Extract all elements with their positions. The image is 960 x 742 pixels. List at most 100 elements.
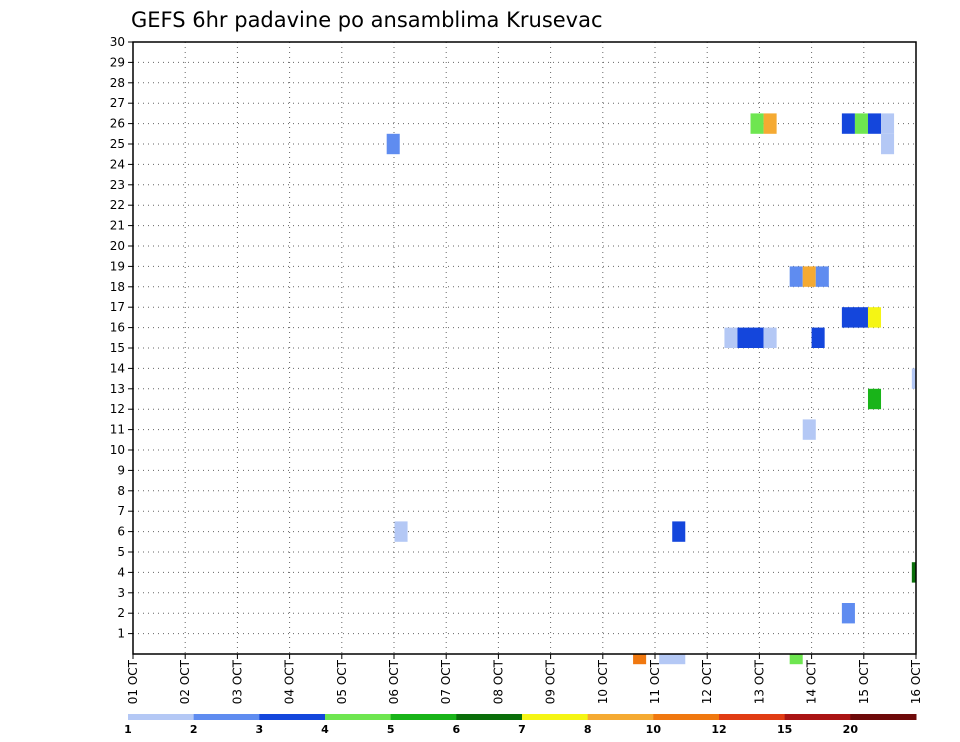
data-cell	[394, 521, 408, 542]
data-cell	[867, 113, 882, 134]
legend-swatch	[259, 714, 326, 720]
data-cell	[841, 113, 855, 134]
y-tick-label: 13	[110, 382, 125, 396]
y-tick-label: 21	[110, 219, 125, 233]
data-cell	[911, 562, 916, 583]
legend-swatch	[784, 714, 851, 720]
x-tick-label: 11 OCT	[648, 659, 662, 704]
legend-label: 1	[124, 723, 132, 736]
legend-swatch	[128, 714, 195, 720]
data-cell	[659, 654, 686, 665]
y-tick-label: 29	[110, 55, 125, 69]
x-tick-label: 09 OCT	[544, 659, 558, 704]
data-cell	[789, 266, 803, 287]
color-legend: 1 2 3 4 5 6 7 8 10 12 15 20	[124, 714, 917, 736]
y-tick-label: 9	[117, 463, 125, 477]
y-tick-label: 7	[117, 504, 125, 518]
legend-label: 2	[190, 723, 198, 736]
legend-label: 4	[321, 723, 329, 736]
legend-label: 8	[584, 723, 592, 736]
data-cell	[802, 266, 816, 287]
y-tick-label: 22	[110, 198, 125, 212]
y-tick-label: 10	[110, 443, 125, 457]
legend-swatch	[587, 714, 654, 720]
legend-swatch	[193, 714, 260, 720]
data-cell	[763, 327, 777, 348]
x-tick-label: 03 OCT	[230, 659, 244, 704]
y-tick-label: 16	[110, 321, 125, 335]
y-tick-label: 15	[110, 341, 125, 355]
legend-swatch	[653, 714, 720, 720]
legend-label: 5	[387, 723, 395, 736]
y-tick-label: 3	[117, 586, 125, 600]
y-tick-label: 14	[110, 361, 125, 375]
legend-label: 15	[777, 723, 792, 736]
data-cell	[802, 419, 816, 440]
grid-lines	[133, 41, 916, 654]
data-cell	[867, 388, 882, 410]
y-tick-label: 8	[117, 484, 125, 498]
legend-label: 3	[256, 723, 264, 736]
data-cell	[811, 327, 825, 348]
x-tick-label: 15 OCT	[857, 659, 871, 704]
y-tick-label: 23	[110, 178, 125, 192]
y-tick-label: 2	[117, 606, 125, 620]
x-tick-label: 08 OCT	[491, 659, 505, 704]
x-tick-label: 07 OCT	[439, 659, 453, 704]
data-cell	[841, 603, 855, 624]
legend-label: 6	[453, 723, 461, 736]
legend-swatch	[325, 714, 392, 720]
y-tick-label: 24	[110, 157, 125, 171]
data-cell	[815, 266, 829, 287]
legend-label: 10	[646, 723, 662, 736]
x-axis: 01 OCT 02 OCT 03 OCT 04 OCT 05 OCT 06 OCT 07 O…	[126, 654, 923, 704]
x-tick-label: 12 OCT	[700, 659, 714, 704]
legend-label: 7	[518, 723, 526, 736]
y-tick-label: 19	[110, 259, 125, 273]
data-cell	[881, 113, 895, 134]
y-tick-label: 20	[110, 239, 125, 253]
data-cell	[854, 113, 868, 134]
y-tick-label: 18	[110, 280, 125, 294]
data-cell	[633, 654, 647, 665]
y-tick-label: 6	[117, 525, 125, 539]
data-cell	[867, 307, 882, 328]
data-cell	[841, 307, 868, 328]
y-tick-label: 27	[110, 96, 125, 110]
legend-swatch	[456, 714, 523, 720]
legend-label: 20	[843, 723, 859, 736]
data-cell	[672, 521, 686, 542]
y-tick-label: 25	[110, 137, 125, 151]
data-cells	[386, 113, 916, 665]
x-tick-label: 13 OCT	[752, 659, 766, 704]
x-tick-label: 05 OCT	[335, 659, 349, 704]
data-cell	[789, 654, 803, 665]
y-tick-label: 26	[110, 117, 125, 131]
chart-title: GEFS 6hr padavine po ansamblima Krusevac	[131, 8, 603, 32]
y-tick-label: 4	[117, 565, 125, 579]
x-tick-label: 14 OCT	[805, 659, 819, 704]
legend-swatch	[390, 714, 457, 720]
x-tick-label: 16 OCT	[909, 659, 923, 704]
x-tick-label: 01 OCT	[126, 659, 140, 704]
y-tick-label: 12	[110, 402, 125, 416]
y-tick-label: 17	[110, 300, 125, 314]
data-cell	[750, 113, 764, 134]
legend-swatch	[522, 714, 589, 720]
x-tick-label: 02 OCT	[178, 659, 192, 704]
data-cell	[881, 133, 895, 155]
x-tick-label: 10 OCT	[596, 659, 610, 704]
data-cell	[763, 113, 777, 134]
data-cell	[724, 327, 738, 348]
data-cell	[737, 327, 764, 348]
data-cell	[911, 368, 916, 389]
y-tick-label: 1	[117, 627, 125, 641]
y-tick-label: 11	[110, 423, 125, 437]
y-tick-label: 5	[117, 545, 125, 559]
legend-label: 12	[711, 723, 726, 736]
y-tick-label: 30	[110, 35, 125, 49]
x-tick-label: 06 OCT	[387, 659, 401, 704]
y-axis: 1234567891011121314151617181920212223242…	[110, 35, 133, 641]
x-tick-label: 04 OCT	[283, 659, 297, 704]
